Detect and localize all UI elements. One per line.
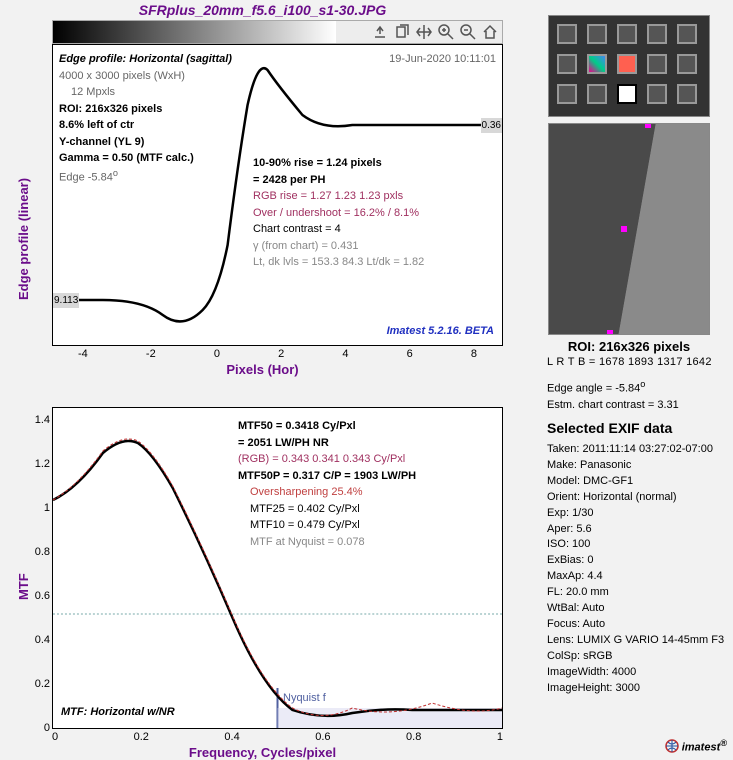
copy-icon[interactable] xyxy=(394,24,410,40)
chart2-yticks: 1.4 1.2 1 0.8 0.6 0.4 0.2 0 xyxy=(30,414,50,734)
dims: 4000 x 3000 pixels (WxH) xyxy=(59,68,232,85)
gamma: Gamma = 0.50 (MTF calc.) xyxy=(59,150,232,167)
home-icon[interactable] xyxy=(482,24,498,40)
rise-main: 10-90% rise = 1.24 pixels xyxy=(253,155,424,172)
chart2-xlabel: Frequency, Cycles/pixel xyxy=(0,745,525,760)
pan-icon[interactable] xyxy=(416,24,432,40)
overshoot: Over / undershoot = 16.2% / 8.1% xyxy=(253,205,424,222)
exif-maxap: MaxAp: 4.4 xyxy=(547,569,733,585)
mtf50p: MTF50P = 0.317 C/P = 1903 LW/PH xyxy=(238,468,416,485)
channel: Y-channel (YL 9) xyxy=(59,134,232,151)
exif-focus: Focus: Auto xyxy=(547,617,733,633)
chart2-xticks: 0 0.2 0.4 0.6 0.8 1 xyxy=(52,731,503,743)
exif-panel: Edge angle = -5.84o Estm. chart contrast… xyxy=(547,378,733,697)
gamma-chart: γ (from chart) = 0.431 xyxy=(253,238,424,255)
right-val: 0.36 xyxy=(481,118,502,133)
chart1-annot-block: Edge profile: Horizontal (sagittal) 4000… xyxy=(59,51,232,186)
mtf25: MTF25 = 0.402 Cy/Pxl xyxy=(238,501,416,518)
mtf-chart: MTF50 = 0.3418 Cy/Pxl = 2051 LW/PH NR (R… xyxy=(52,407,503,729)
file-title: SFRplus_20mm_f5.6_i100_s1-30.JPG xyxy=(0,0,525,20)
mtf50-lw: = 2051 LW/PH NR xyxy=(238,435,416,452)
chart-toolbar xyxy=(52,20,503,44)
exif-model: Model: DMC-GF1 xyxy=(547,474,733,490)
exif-iso: ISO: 100 xyxy=(547,537,733,553)
nyquist-label: Nyquist f xyxy=(283,690,326,707)
mtf-nyq: MTF at Nyquist = 0.078 xyxy=(238,534,416,551)
edge-angle: Edge -5.84o xyxy=(59,167,232,186)
roi-title: ROI: 216x326 pixels xyxy=(525,339,733,354)
exif-taken: Taken: 2011:11:14 03:27:02-07:00 xyxy=(547,442,733,458)
zoomout-icon[interactable] xyxy=(460,24,476,40)
exif-aper: Aper: 5.6 xyxy=(547,522,733,538)
roi-preview xyxy=(548,123,710,335)
left-val: 9.113 xyxy=(53,293,79,308)
mtf-label: MTF: Horizontal w/NR xyxy=(61,704,175,721)
chart2-annot-block: MTF50 = 0.3418 Cy/Pxl = 2051 LW/PH NR (R… xyxy=(238,418,416,550)
version: Imatest 5.2.16. BETA xyxy=(387,323,494,340)
chart1-rise-block: 10-90% rise = 1.24 pixels = 2428 per PH … xyxy=(253,155,424,271)
chart-contrast: Chart contrast = 4 xyxy=(253,221,424,238)
timestamp: 19-Jun-2020 10:11:01 xyxy=(389,51,496,68)
exif-fl: FL: 20.0 mm xyxy=(547,585,733,601)
exif-title: Selected EXIF data xyxy=(547,418,733,438)
est-contrast: Estm. chart contrast = 3.31 xyxy=(547,398,733,414)
rgb-rise: RGB rise = 1.27 1.23 1.23 pxls xyxy=(253,188,424,205)
exif-wtbal: WtBal: Auto xyxy=(547,601,733,617)
chart1-ylabel: Edge profile (linear) xyxy=(16,178,31,300)
exif-lens: Lens: LUMIX G VARIO 14-45mm F3 xyxy=(547,633,733,649)
exif-orient: Orient: Horizontal (normal) xyxy=(547,490,733,506)
chart2-ylabel: MTF xyxy=(16,573,31,600)
chart1-xticks: -4 -2 0 2 4 6 8 xyxy=(52,348,503,360)
mtf10: MTF10 = 0.479 Cy/Pxl xyxy=(238,517,416,534)
offset: 8.6% left of ctr xyxy=(59,117,232,134)
profile-label: Edge profile: Horizontal (sagittal) xyxy=(59,51,232,68)
exif-iw: ImageWidth: 4000 xyxy=(547,665,733,681)
zoomin-icon[interactable] xyxy=(438,24,454,40)
mtf-rgb: (RGB) = 0.343 0.341 0.343 Cy/Pxl xyxy=(238,451,416,468)
levels: Lt, dk lvls = 153.3 84.3 Lt/dk = 1.82 xyxy=(253,254,424,271)
edge-angle-r: Edge angle = -5.84o xyxy=(547,378,733,398)
oversharp: Oversharpening 25.4% xyxy=(238,484,416,501)
chart1-xlabel: Pixels (Hor) xyxy=(0,362,525,377)
exif-make: Make: Panasonic xyxy=(547,458,733,474)
exif-exp: Exp: 1/30 xyxy=(547,506,733,522)
edge-profile-chart: Edge profile: Horizontal (sagittal) 4000… xyxy=(52,44,503,346)
globe-icon xyxy=(665,739,679,753)
export-icon[interactable] xyxy=(372,24,388,40)
mpx: 12 Mpxls xyxy=(59,84,232,101)
exif-ih: ImageHeight: 3000 xyxy=(547,681,733,697)
exif-colsp: ColSp: sRGB xyxy=(547,649,733,665)
mtf50: MTF50 = 0.3418 Cy/Pxl xyxy=(238,418,416,435)
roi-text: ROI: 216x326 pixels xyxy=(59,101,232,118)
thumbnail-view xyxy=(548,15,710,117)
exif-exbias: ExBias: 0 xyxy=(547,553,733,569)
roi-lrtb: L R T B = 1678 1893 1317 1642 xyxy=(547,356,733,368)
rise-ph: = 2428 per PH xyxy=(253,172,424,189)
